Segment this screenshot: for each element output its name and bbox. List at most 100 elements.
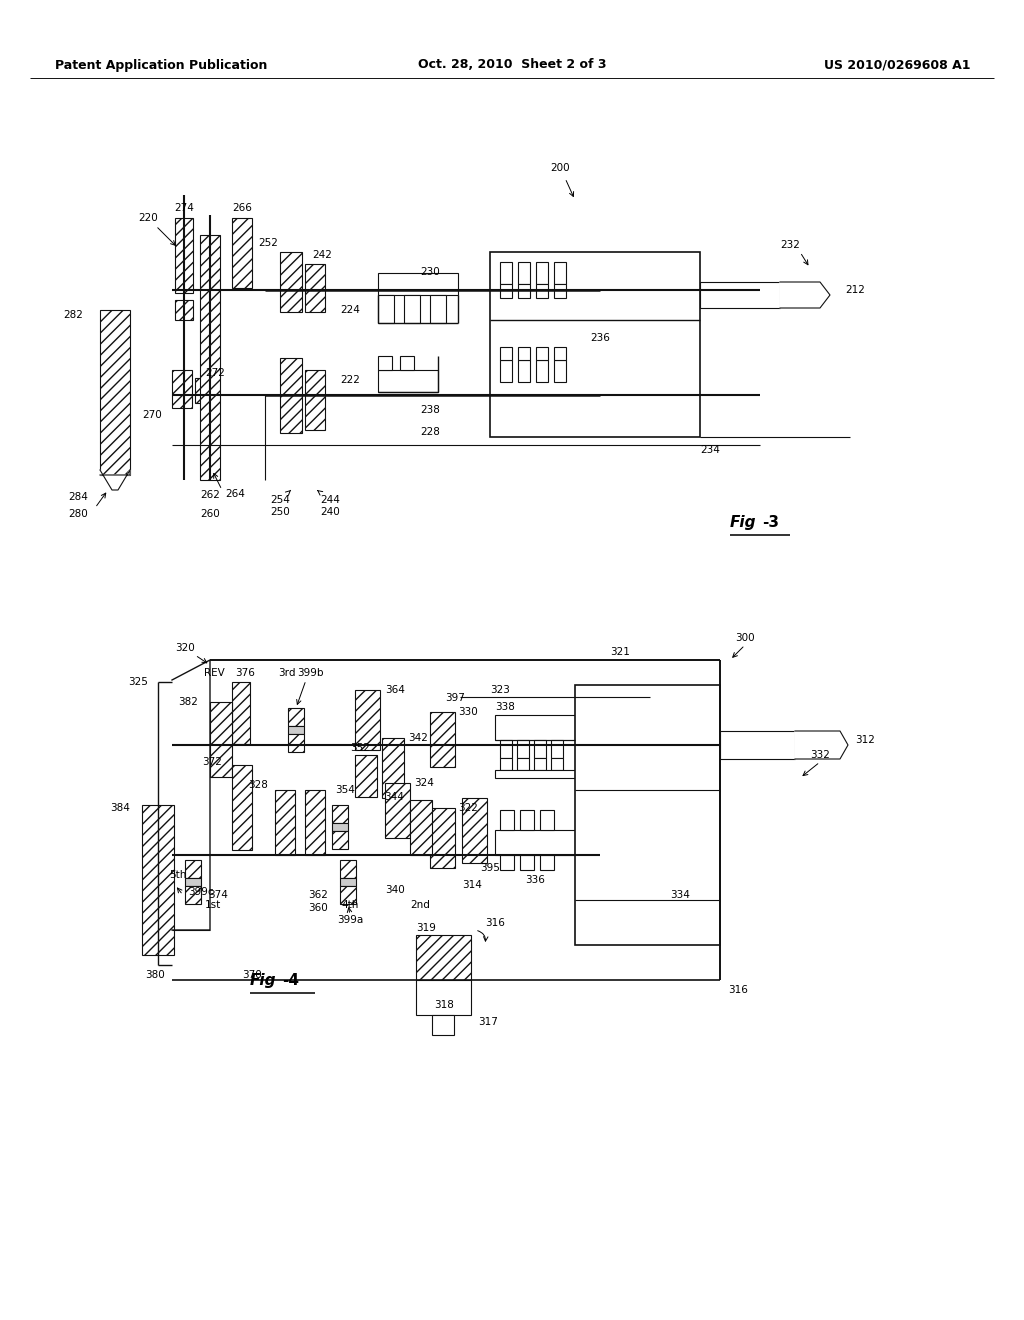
Bar bbox=[518, 360, 530, 381]
Bar bbox=[517, 758, 529, 770]
Text: 264: 264 bbox=[225, 488, 245, 499]
Text: 328: 328 bbox=[248, 780, 268, 789]
Text: 266: 266 bbox=[232, 203, 252, 213]
Bar bbox=[175, 218, 193, 293]
Text: 322: 322 bbox=[458, 803, 478, 813]
Bar bbox=[518, 347, 530, 360]
Bar bbox=[416, 979, 471, 1015]
Polygon shape bbox=[100, 470, 130, 490]
Bar bbox=[430, 711, 455, 767]
Bar bbox=[536, 284, 548, 298]
Text: 395: 395 bbox=[480, 863, 500, 873]
Text: 314: 314 bbox=[462, 880, 482, 890]
Bar bbox=[355, 755, 377, 797]
Text: 399a: 399a bbox=[337, 915, 364, 925]
Text: 338: 338 bbox=[495, 702, 515, 711]
Text: Fig: Fig bbox=[730, 515, 757, 531]
Bar bbox=[551, 741, 563, 758]
Bar bbox=[378, 294, 394, 323]
Bar bbox=[195, 378, 209, 403]
Text: 360: 360 bbox=[308, 903, 328, 913]
Bar bbox=[332, 822, 348, 832]
Bar bbox=[534, 758, 546, 770]
Bar bbox=[288, 726, 304, 734]
Text: 242: 242 bbox=[312, 249, 332, 260]
Bar bbox=[400, 356, 414, 370]
Bar bbox=[200, 235, 220, 480]
Text: 5th: 5th bbox=[169, 870, 186, 880]
Bar bbox=[500, 261, 512, 284]
Text: 250: 250 bbox=[270, 507, 290, 517]
Text: -3: -3 bbox=[762, 515, 779, 531]
Bar bbox=[540, 810, 554, 830]
Text: 399c: 399c bbox=[188, 887, 214, 898]
Text: 397: 397 bbox=[445, 693, 465, 704]
Bar bbox=[432, 1015, 454, 1035]
Text: 340: 340 bbox=[385, 884, 406, 895]
Polygon shape bbox=[780, 282, 830, 308]
Text: 354: 354 bbox=[335, 785, 355, 795]
Text: 364: 364 bbox=[385, 685, 404, 696]
Text: 252: 252 bbox=[258, 238, 278, 248]
Bar bbox=[536, 261, 548, 284]
Bar bbox=[175, 300, 193, 319]
Text: 324: 324 bbox=[414, 777, 434, 788]
Text: Patent Application Publication: Patent Application Publication bbox=[55, 58, 267, 71]
Bar bbox=[490, 252, 700, 437]
Polygon shape bbox=[795, 731, 848, 759]
Bar bbox=[142, 805, 174, 954]
Bar bbox=[280, 252, 302, 312]
Bar bbox=[288, 734, 304, 752]
Text: 312: 312 bbox=[855, 735, 874, 744]
Bar bbox=[332, 832, 348, 849]
Text: 300: 300 bbox=[735, 634, 755, 643]
Bar bbox=[430, 294, 446, 323]
Bar bbox=[210, 702, 232, 777]
Bar bbox=[518, 284, 530, 298]
Bar bbox=[185, 886, 201, 904]
Bar bbox=[305, 370, 325, 430]
Bar bbox=[500, 347, 512, 360]
Bar bbox=[495, 715, 575, 741]
Text: 362: 362 bbox=[308, 890, 328, 900]
Bar bbox=[275, 789, 295, 855]
Text: US 2010/0269608 A1: US 2010/0269608 A1 bbox=[823, 58, 970, 71]
Bar bbox=[520, 810, 534, 830]
Bar bbox=[232, 682, 250, 744]
Bar bbox=[355, 690, 380, 750]
Text: 4th: 4th bbox=[341, 900, 358, 909]
Text: 234: 234 bbox=[700, 445, 720, 455]
Bar bbox=[520, 855, 534, 870]
Bar bbox=[720, 731, 795, 759]
Bar bbox=[382, 738, 404, 799]
Bar bbox=[495, 770, 575, 777]
Bar bbox=[551, 758, 563, 770]
Text: 344: 344 bbox=[384, 792, 404, 803]
Text: 200: 200 bbox=[550, 162, 569, 173]
Text: 316: 316 bbox=[728, 985, 748, 995]
Text: 1st: 1st bbox=[205, 900, 221, 909]
Text: 317: 317 bbox=[478, 1016, 498, 1027]
Bar bbox=[554, 347, 566, 360]
Text: 334: 334 bbox=[670, 890, 690, 900]
Bar bbox=[575, 685, 720, 945]
Text: 270: 270 bbox=[142, 411, 162, 420]
Text: 318: 318 bbox=[434, 1001, 454, 1010]
Text: Fig: Fig bbox=[250, 973, 276, 987]
Text: 282: 282 bbox=[63, 310, 83, 319]
Bar bbox=[554, 261, 566, 284]
Text: 399b: 399b bbox=[297, 668, 324, 678]
Bar bbox=[500, 758, 512, 770]
Text: -4: -4 bbox=[282, 973, 299, 987]
Bar bbox=[232, 766, 252, 850]
Bar bbox=[172, 370, 193, 408]
Text: 240: 240 bbox=[321, 507, 340, 517]
Text: 320: 320 bbox=[175, 643, 195, 653]
Bar bbox=[500, 741, 512, 758]
Bar bbox=[288, 708, 304, 726]
Bar bbox=[540, 855, 554, 870]
Bar bbox=[305, 789, 325, 855]
Bar bbox=[332, 805, 348, 822]
Text: 280: 280 bbox=[69, 510, 88, 519]
Text: 3rd: 3rd bbox=[279, 668, 296, 678]
